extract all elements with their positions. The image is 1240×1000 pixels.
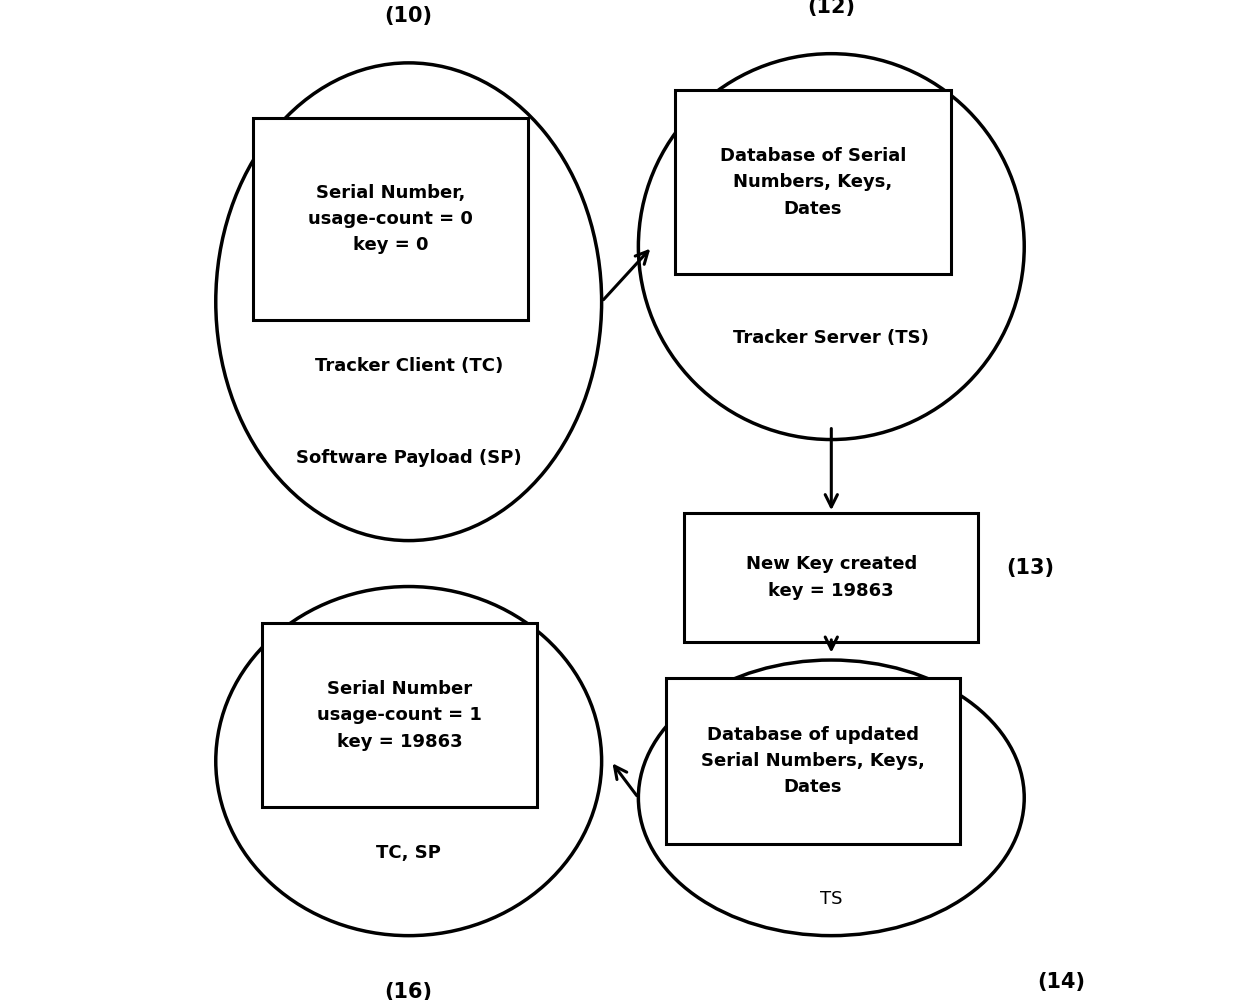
- Text: New Key created
key = 19863: New Key created key = 19863: [745, 555, 916, 600]
- Text: Serial Number
usage-count = 1
key = 19863: Serial Number usage-count = 1 key = 1986…: [317, 680, 482, 751]
- Text: Serial Number,
usage-count = 0
key = 0: Serial Number, usage-count = 0 key = 0: [308, 184, 472, 254]
- FancyBboxPatch shape: [675, 90, 951, 274]
- Text: (10): (10): [384, 6, 433, 26]
- Text: Tracker Server (TS): Tracker Server (TS): [733, 329, 929, 347]
- Text: TS: TS: [820, 890, 842, 908]
- Text: (13): (13): [1006, 558, 1054, 578]
- FancyBboxPatch shape: [262, 623, 537, 807]
- FancyBboxPatch shape: [684, 513, 978, 642]
- Text: Database of updated
Serial Numbers, Keys,
Dates: Database of updated Serial Numbers, Keys…: [701, 726, 925, 796]
- Text: Database of Serial
Numbers, Keys,
Dates: Database of Serial Numbers, Keys, Dates: [719, 147, 906, 218]
- FancyBboxPatch shape: [666, 678, 960, 844]
- Text: Software Payload (SP): Software Payload (SP): [296, 449, 522, 467]
- Text: Tracker Client (TC): Tracker Client (TC): [315, 357, 502, 375]
- Text: (14): (14): [1037, 972, 1085, 992]
- Text: (16): (16): [384, 982, 433, 1000]
- Text: (12): (12): [807, 0, 856, 17]
- Text: TC, SP: TC, SP: [376, 844, 441, 862]
- FancyBboxPatch shape: [253, 118, 528, 320]
